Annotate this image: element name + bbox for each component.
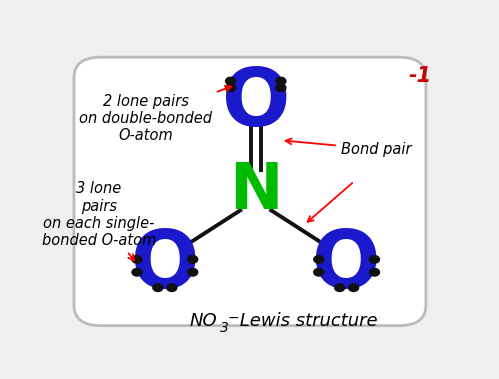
Text: NO: NO [190,312,218,330]
Text: N: N [229,160,282,222]
Text: 3 lone
pairs
on each single-
bonded O-atom: 3 lone pairs on each single- bonded O-at… [42,181,156,260]
Text: O: O [131,227,199,305]
Circle shape [369,268,379,276]
Text: Bond pair: Bond pair [285,138,411,157]
Circle shape [276,77,286,85]
Text: 2 lone pairs
on double-bonded
O-atom: 2 lone pairs on double-bonded O-atom [79,86,231,143]
Text: O: O [312,227,381,305]
Circle shape [226,84,236,92]
Circle shape [226,77,236,85]
Text: −: − [228,311,240,325]
Circle shape [153,284,163,291]
Circle shape [188,268,198,276]
Circle shape [348,284,359,291]
Circle shape [167,284,177,291]
Circle shape [188,255,198,263]
Circle shape [314,268,324,276]
Text: Lewis structure: Lewis structure [235,312,378,330]
Circle shape [314,255,324,263]
Text: 3: 3 [220,321,229,335]
Text: -1: -1 [409,66,432,86]
Circle shape [132,268,142,276]
FancyBboxPatch shape [74,57,426,326]
Circle shape [335,284,345,291]
Circle shape [369,255,379,263]
Text: O: O [222,65,290,143]
Circle shape [276,84,286,92]
Circle shape [132,255,142,263]
